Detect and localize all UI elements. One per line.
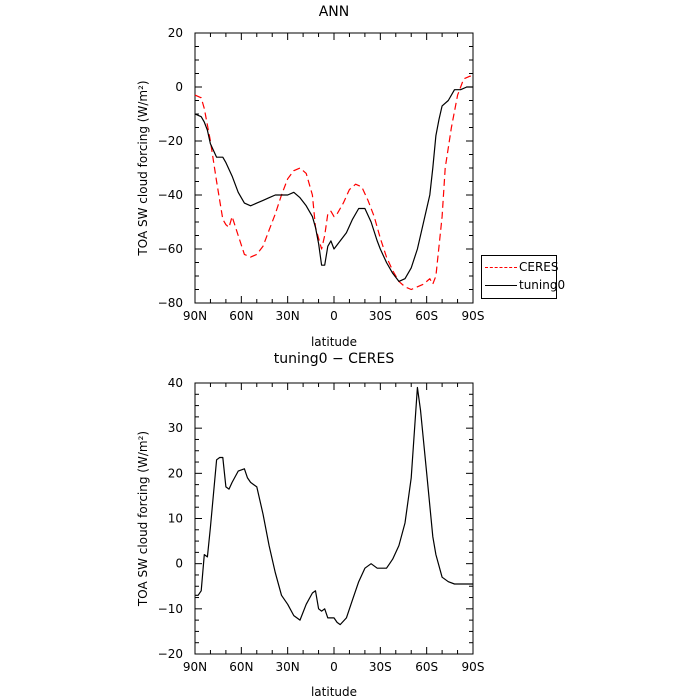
y-tick-label: −10 [158, 602, 183, 616]
y-tick-label: 30 [168, 421, 183, 435]
y-tick-label: 40 [168, 376, 183, 390]
x-tick-label: 60S [415, 309, 438, 323]
x-tick-label: 60N [229, 309, 253, 323]
x-tick-label: 30N [276, 660, 300, 674]
chart-title: tuning0 − CERES [274, 351, 395, 367]
x-tick-label: 0 [330, 309, 338, 323]
y-tick-label: −20 [158, 134, 183, 148]
x-tick-label: 60S [415, 660, 438, 674]
legend-label-tuning0: tuning0 [519, 278, 566, 292]
chart-title: ANN [319, 4, 350, 20]
x-tick-label: 90S [462, 309, 485, 323]
x-tick-label: 30N [276, 309, 300, 323]
y-tick-label: −80 [158, 296, 183, 310]
x-tick-label: 90S [462, 660, 485, 674]
y-tick-label: 0 [175, 557, 183, 571]
x-tick-label: 30S [369, 660, 392, 674]
legend: CERES tuning0 [481, 255, 565, 299]
panel-bottom: 90N 60N 30N 0 30S 60S 90S 40 30 20 10 0 −10 −20 tuning… [136, 351, 484, 699]
y-tick-label: 10 [168, 512, 183, 526]
legend-swatch-tuning0 [485, 284, 517, 286]
legend-item-ceres: CERES [485, 259, 559, 275]
x-axis-label: latitude [311, 335, 357, 349]
series-line-difference [195, 386, 473, 626]
x-axis-label: latitude [311, 685, 357, 699]
legend-label-ceres: CERES [519, 260, 559, 274]
legend-swatch-ceres [485, 266, 517, 268]
y-axis-label: TOA SW cloud forcing (W/m²) [136, 431, 150, 607]
x-tick-label: 90N [183, 660, 207, 674]
y-tick-label: 0 [175, 80, 183, 94]
y-tick-label: −60 [158, 242, 183, 256]
series-line-tuning0 [194, 86, 473, 282]
y-tick-label: −20 [158, 647, 183, 661]
y-axis-label: TOA SW cloud forcing (W/m²) [136, 80, 150, 256]
series-line-ceres [194, 75, 473, 291]
x-tick-label: 30S [369, 309, 392, 323]
x-tick-label: 90N [183, 309, 207, 323]
y-tick-label: 20 [168, 466, 183, 480]
y-tick-label: −40 [158, 188, 183, 202]
x-tick-label: 0 [330, 660, 338, 674]
y-tick-label: 20 [168, 26, 183, 40]
x-tick-label: 60N [229, 660, 253, 674]
panel-top: 90N 60N 30N 0 30S 60S 90S 20 0 −20 −40 −60 −80 ANN lat… [136, 4, 484, 349]
legend-item-tuning0: tuning0 [485, 277, 565, 293]
plot-frame [194, 32, 474, 304]
